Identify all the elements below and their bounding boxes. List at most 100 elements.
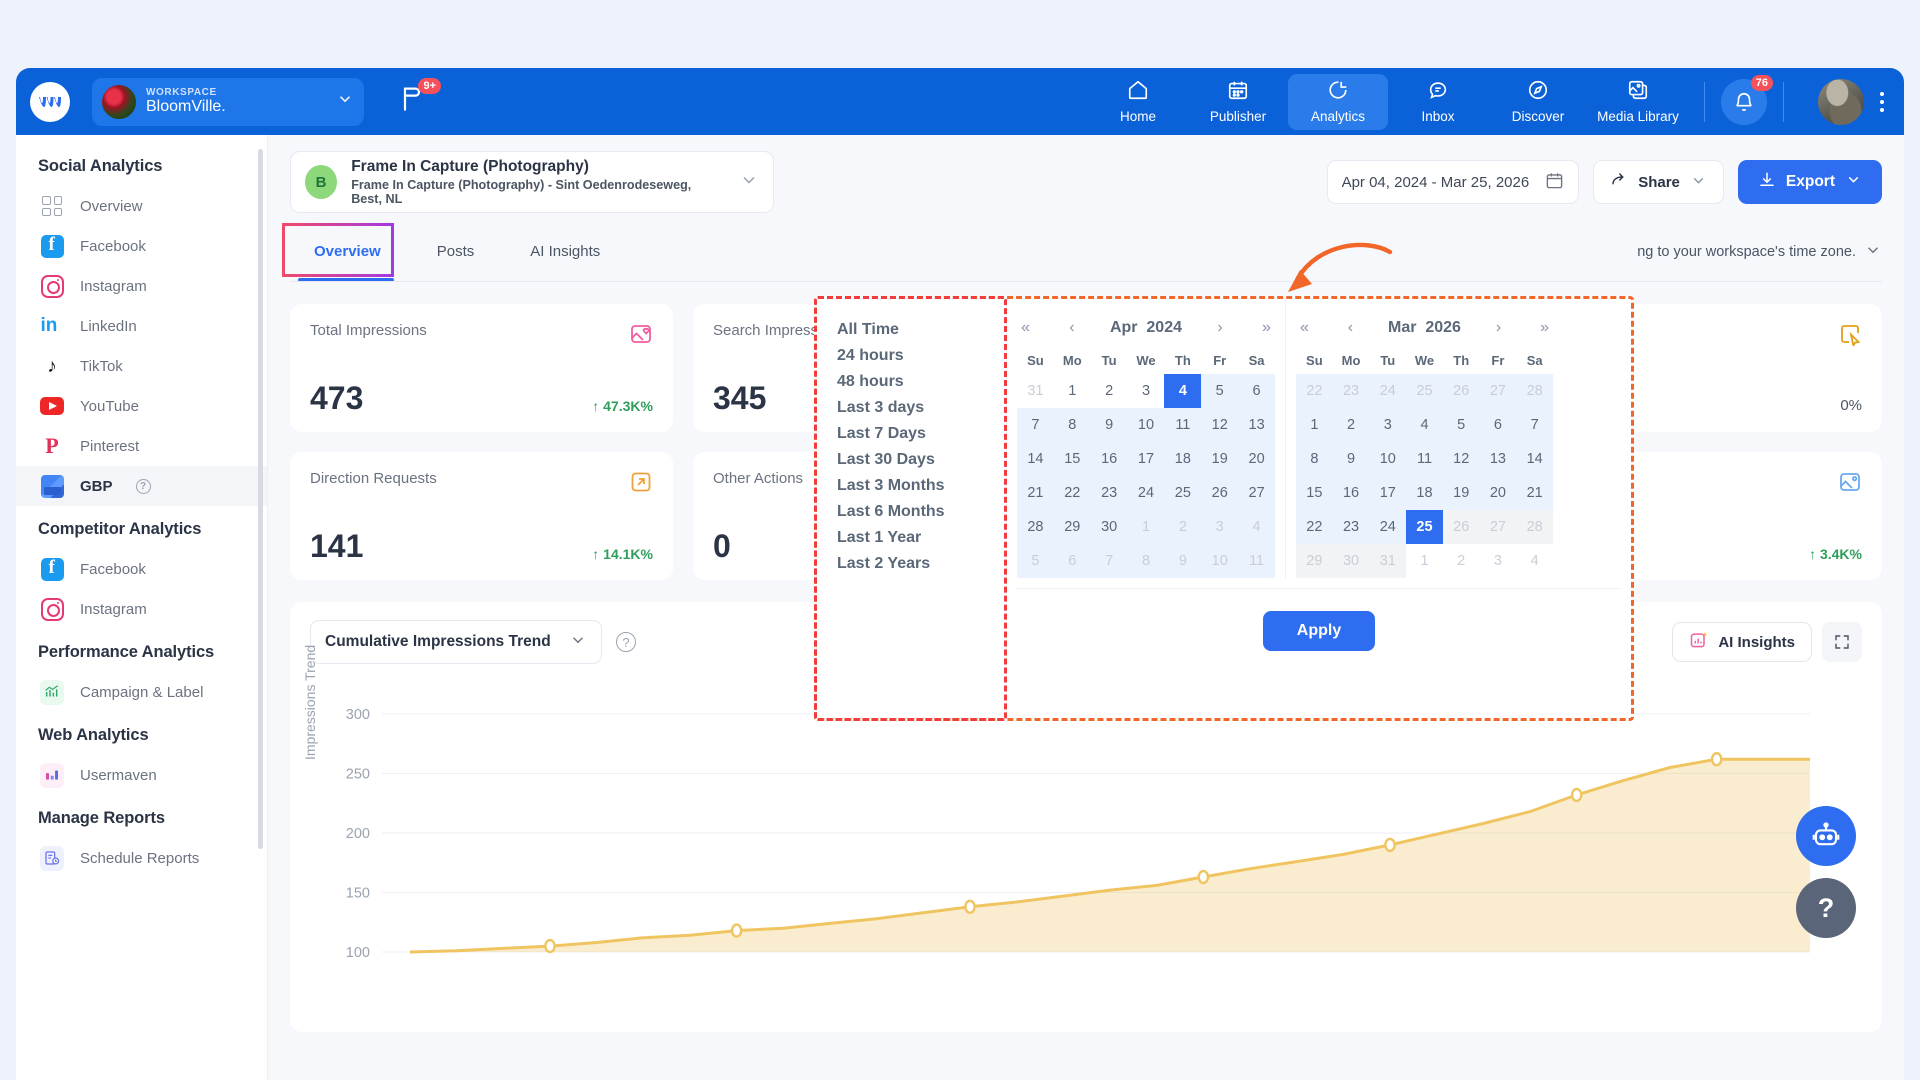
date-range-button[interactable]: Apr 04, 2024 - Mar 25, 2026 [1326, 160, 1580, 204]
calendar-day[interactable]: 9 [1332, 442, 1370, 476]
feature-flag-button[interactable]: 9+ [398, 77, 441, 121]
chart-data-point[interactable] [964, 899, 976, 914]
calendar-day[interactable]: 6 [1238, 374, 1275, 408]
calendar-day[interactable]: 14 [1516, 442, 1553, 476]
calendar-day[interactable]: 8 [1296, 442, 1333, 476]
nav-item-publisher[interactable]: Publisher [1188, 74, 1288, 130]
sidebar-item-tiktok[interactable]: ♪ TikTok [16, 346, 267, 386]
chart-data-point[interactable] [1384, 837, 1396, 853]
sidebar-item-overview[interactable]: Overview [16, 186, 267, 226]
preset-last-7-days[interactable]: Last 7 Days [837, 425, 926, 442]
calendar-day[interactable]: 31 [1027, 383, 1044, 399]
calendar-day[interactable]: 24 [1127, 476, 1165, 510]
notifications-button[interactable]: 76 [1721, 74, 1773, 125]
timezone-note-row[interactable]: ng to your workspace's time zone. [1637, 241, 1882, 263]
calendar-day[interactable]: 25 [1406, 510, 1443, 544]
calendar-day[interactable]: 24 [1369, 510, 1407, 544]
calendar-day[interactable]: 23 [1332, 510, 1370, 544]
nav-item-analytics[interactable]: Analytics [1288, 73, 1388, 130]
calendar-day[interactable]: 5 [1017, 544, 1054, 578]
preset-all-time[interactable]: All Time [837, 321, 899, 338]
calendar-day[interactable]: 2 [1164, 510, 1202, 544]
calendar-day[interactable]: 12 [1201, 408, 1239, 442]
calendar-day[interactable]: 11 [1406, 442, 1443, 476]
preset-last-3-days[interactable]: Last 3 days [837, 399, 925, 416]
sidebar-item-competitor-facebook[interactable]: Facebook [16, 549, 267, 589]
calendar-day[interactable]: 1 [1068, 383, 1077, 399]
calendar-day[interactable]: 9 [1164, 544, 1202, 578]
prev-year-icon[interactable]: « [1021, 319, 1030, 336]
sidebar-item-usermaven[interactable]: Usermaven [16, 755, 267, 795]
calendar-day[interactable]: 6 [1053, 544, 1091, 578]
calendar-day[interactable]: 27 [1479, 374, 1517, 408]
calendar-day[interactable]: 19 [1201, 442, 1239, 476]
calendar-month-year[interactable]: Mar 2026 [1388, 319, 1461, 337]
tab-posts[interactable]: Posts [436, 243, 475, 260]
contentstudio-logo-icon[interactable] [30, 81, 70, 122]
sidebar-item-instagram[interactable]: Instagram [16, 266, 267, 306]
calendar-day[interactable]: 1 [1420, 553, 1429, 569]
calendar-day[interactable]: 15 [1296, 476, 1333, 510]
calendar-day[interactable]: 26 [1442, 374, 1480, 408]
more-options-icon[interactable] [1870, 79, 1894, 125]
calendar-day[interactable]: 13 [1479, 442, 1517, 476]
calendar-day[interactable]: 1 [1296, 408, 1333, 442]
calendar-day[interactable]: 10 [1127, 408, 1165, 442]
calendar-day[interactable]: 31 [1369, 544, 1407, 578]
calendar-day[interactable]: 29 [1296, 544, 1333, 578]
calendar-day[interactable]: 16 [1090, 442, 1128, 476]
profile-selector[interactable]: B Frame In Capture (Photography) Frame I… [290, 151, 774, 213]
tab-ai-insights[interactable]: AI Insights [530, 243, 601, 260]
calendar-day[interactable]: 1 [1127, 510, 1165, 544]
metric-card-direction-requests[interactable]: Direction Requests 141 ↑ 14.1K% [290, 452, 673, 580]
calendar-day[interactable]: 2 [1332, 408, 1370, 442]
calendar-day[interactable]: 2 [1457, 553, 1466, 569]
calendar-day[interactable]: 20 [1479, 476, 1517, 510]
calendar-day[interactable]: 23 [1090, 476, 1128, 510]
calendar-day[interactable]: 5 [1201, 374, 1239, 408]
calendar-day[interactable]: 30 [1090, 510, 1128, 544]
calendar-day[interactable]: 8 [1053, 408, 1091, 442]
ai-insights-button[interactable]: AI Insights [1672, 622, 1812, 662]
calendar-day[interactable]: 27 [1479, 510, 1517, 544]
calendar-day[interactable]: 16 [1332, 476, 1370, 510]
calendar-day[interactable]: 22 [1296, 374, 1333, 408]
nav-item-home[interactable]: Home [1088, 74, 1188, 130]
next-year-icon[interactable]: » [1262, 319, 1271, 336]
calendar-day[interactable]: 19 [1442, 476, 1480, 510]
calendar-day[interactable]: 12 [1442, 442, 1480, 476]
calendar-day[interactable]: 24 [1369, 374, 1407, 408]
calendar-day[interactable]: 13 [1238, 408, 1275, 442]
next-month-icon[interactable]: › [1217, 319, 1223, 336]
calendar-day[interactable]: 10 [1201, 544, 1239, 578]
chart-data-point[interactable] [730, 923, 743, 938]
calendar-day[interactable]: 22 [1296, 510, 1333, 544]
calendar-day[interactable]: 27 [1238, 476, 1275, 510]
calendar-day[interactable]: 4 [1406, 408, 1443, 442]
calendar-day[interactable]: 17 [1127, 442, 1165, 476]
chart-data-point[interactable] [1197, 869, 1210, 885]
calendar-day[interactable]: 6 [1479, 408, 1517, 442]
calendar-day[interactable]: 3 [1201, 510, 1239, 544]
next-year-icon[interactable]: » [1540, 319, 1549, 336]
calendar-day[interactable]: 4 [1164, 374, 1202, 408]
sidebar-item-linkedin[interactable]: in LinkedIn [16, 306, 267, 346]
calendar-day[interactable]: 2 [1105, 383, 1114, 399]
calendar-day[interactable]: 14 [1017, 442, 1054, 476]
apply-button[interactable]: Apply [1262, 611, 1376, 651]
calendar-day[interactable]: 15 [1053, 442, 1091, 476]
calendar-day[interactable]: 20 [1238, 442, 1275, 476]
chart-data-point[interactable] [1570, 787, 1583, 803]
preset-24-hours[interactable]: 24 hours [837, 347, 904, 364]
prev-month-icon[interactable]: ‹ [1069, 319, 1075, 336]
calendar-day[interactable]: 11 [1164, 408, 1202, 442]
sidebar-item-schedule-reports[interactable]: Schedule Reports [16, 838, 267, 878]
preset-last-2-years[interactable]: Last 2 Years [837, 555, 931, 572]
calendar-day[interactable]: 4 [1238, 510, 1275, 544]
prev-year-icon[interactable]: « [1300, 319, 1309, 336]
calendar-day[interactable]: 9 [1090, 408, 1128, 442]
sidebar-item-facebook[interactable]: Facebook [16, 226, 267, 266]
expand-icon[interactable] [1822, 622, 1862, 662]
sidebar-item-competitor-instagram[interactable]: Instagram [16, 589, 267, 629]
calendar-day[interactable]: 3 [1493, 553, 1502, 569]
